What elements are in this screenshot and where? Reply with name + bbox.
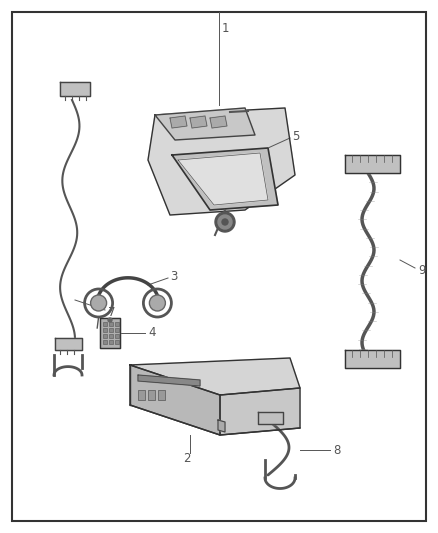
Polygon shape xyxy=(155,108,255,140)
Bar xyxy=(109,328,113,332)
Bar xyxy=(109,322,113,326)
Circle shape xyxy=(149,295,166,311)
Polygon shape xyxy=(218,420,225,432)
Polygon shape xyxy=(190,116,207,128)
Polygon shape xyxy=(138,375,200,386)
Bar xyxy=(109,334,113,338)
Polygon shape xyxy=(60,82,90,96)
Bar xyxy=(103,340,107,344)
Text: 9: 9 xyxy=(418,263,425,277)
Bar xyxy=(115,328,119,332)
Text: 2: 2 xyxy=(183,451,191,464)
Polygon shape xyxy=(148,108,295,215)
Bar xyxy=(158,390,165,400)
Polygon shape xyxy=(170,116,187,128)
Text: 4: 4 xyxy=(148,327,155,340)
Circle shape xyxy=(222,219,228,225)
Bar xyxy=(115,334,119,338)
Bar xyxy=(148,390,155,400)
Polygon shape xyxy=(210,116,227,128)
Text: 3: 3 xyxy=(170,270,177,282)
Circle shape xyxy=(91,295,106,311)
Polygon shape xyxy=(345,155,400,173)
Text: 1: 1 xyxy=(222,21,230,35)
Bar xyxy=(109,340,113,344)
Bar xyxy=(103,328,107,332)
Bar xyxy=(138,390,145,400)
Polygon shape xyxy=(178,153,268,205)
Polygon shape xyxy=(55,338,82,350)
Polygon shape xyxy=(345,350,400,368)
Polygon shape xyxy=(130,358,300,395)
Bar xyxy=(115,322,119,326)
Polygon shape xyxy=(258,412,283,424)
Polygon shape xyxy=(220,388,300,435)
Bar xyxy=(115,340,119,344)
Text: 8: 8 xyxy=(333,443,340,456)
Circle shape xyxy=(218,215,232,229)
Bar xyxy=(103,334,107,338)
Text: 5: 5 xyxy=(292,131,300,143)
Polygon shape xyxy=(100,318,120,348)
Circle shape xyxy=(215,212,235,232)
Polygon shape xyxy=(130,365,220,435)
Circle shape xyxy=(108,318,112,322)
Polygon shape xyxy=(172,148,278,210)
Bar xyxy=(103,322,107,326)
Text: 7: 7 xyxy=(108,305,116,319)
